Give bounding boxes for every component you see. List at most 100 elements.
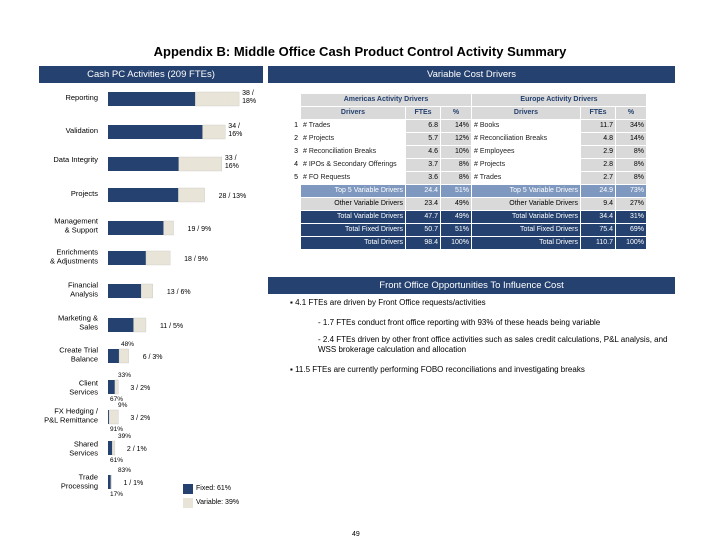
driver-cell-am-ftes: 4.6 — [405, 145, 441, 159]
category-label-line: Analysis — [70, 290, 98, 299]
bar-fixed — [108, 157, 179, 171]
category-label-line: Sales — [79, 323, 98, 332]
summary-cell-am-pct: 51% — [440, 184, 472, 198]
summary-cell-am-pct: 100% — [440, 236, 472, 250]
pct-label-top: 39% — [118, 433, 131, 440]
bar-fixed — [108, 318, 134, 332]
pct-label: 48% — [121, 341, 134, 348]
driver-cell-n: 4 — [283, 158, 301, 172]
driver-row: 2 # Projects 5.7 12% # Reconciliation Breaks… — [283, 132, 647, 146]
fo-bullet-1-text: 4.1 FTEs are driven by Front Office requ… — [295, 298, 486, 307]
summary-cell-eu: Top 5 Variable Drivers — [471, 184, 581, 198]
category-label-line: Management — [54, 217, 99, 226]
col-drivers-eu: Drivers — [471, 106, 581, 120]
category-label-line: Financial — [68, 281, 98, 290]
category-label-line: Services — [69, 449, 98, 458]
value-label: 2 / 1% — [127, 446, 147, 453]
driver-row: 4 # IPOs & Secondary Offerings 3.7 8% # Proj… — [283, 158, 647, 172]
category-label-line: Enrichments — [56, 248, 98, 257]
driver-cell-eu-pct: 14% — [615, 132, 647, 146]
driver-cell-n: 2 — [283, 132, 301, 146]
value-label: 3 / 2% — [130, 385, 150, 392]
category-label-line: Balance — [71, 355, 98, 364]
legend-fixed-label: Fixed: 61% — [196, 485, 232, 492]
driver-row: 5 # FO Requests 3.6 8% # Trades 2.7 8% — [283, 171, 647, 185]
value-label: 28 / 13% — [219, 193, 247, 200]
driver-cell-am-ftes: 3.6 — [405, 171, 441, 185]
page-number: 49 — [352, 531, 360, 538]
driver-cell-eu: # Reconciliation Breaks — [471, 132, 581, 146]
driver-cell-eu: # Books — [471, 119, 581, 133]
summary-row: Total Variable Drivers 47.7 49% Total Varia… — [283, 210, 647, 224]
pct-label-top: 33% — [118, 372, 131, 379]
summary-spacer — [283, 223, 301, 237]
value-label-line: 18% — [242, 98, 256, 105]
category-label-line: Shared — [74, 440, 98, 449]
col-pct-am: % — [440, 106, 472, 120]
driver-cell-am-pct: 14% — [440, 119, 472, 133]
summary-cell-eu-pct: 27% — [615, 197, 647, 211]
driver-cell-eu: # Projects — [471, 158, 581, 172]
bar-variable — [140, 283, 153, 299]
category-label: FX Hedging / P&L Remittance — [44, 407, 99, 425]
category-label-line: Create Trial — [59, 346, 98, 355]
bar-variable — [111, 440, 116, 456]
summary-cell-eu: Other Variable Drivers — [471, 197, 581, 211]
value-label: 19 / 9% — [188, 226, 212, 233]
summary-cell-am-ftes: 98.4 — [405, 236, 441, 250]
category-label: Trade Processing — [61, 473, 98, 491]
pct-label-bottom: 61% — [110, 457, 123, 464]
bar-fixed — [108, 92, 196, 106]
legend-fixed-swatch — [183, 484, 193, 494]
legend-variable-swatch — [183, 498, 193, 508]
driver-cell-am: # Projects — [300, 132, 406, 146]
value-label: 33 /16% — [225, 155, 239, 170]
category-label-line: Marketing & — [58, 314, 98, 323]
category-label: Data Integrity — [53, 155, 98, 164]
value-label-line: 16% — [225, 163, 239, 170]
europe-title: Europe Activity Drivers — [471, 93, 647, 107]
value-label-line: 38 / — [242, 90, 254, 97]
bar-fixed — [108, 188, 179, 202]
summary-spacer — [283, 197, 301, 211]
fo-sub-bullet-1-text: 1.7 FTEs conduct front office reporting … — [322, 318, 601, 327]
left-panel-header: Cash PC Activities (209 FTEs) — [39, 66, 263, 83]
fo-sub-bullet-2: - 2.4 FTEs driven by other front office … — [318, 335, 668, 354]
col-pct-eu: % — [615, 106, 647, 120]
summary-cell-am-pct: 49% — [440, 197, 472, 211]
summary-row: Other Variable Drivers 23.4 49% Other Varia… — [283, 197, 647, 211]
summary-cell-eu: Total Fixed Drivers — [471, 223, 581, 237]
category-label: Client Services — [69, 379, 99, 397]
driver-cell-am-pct: 10% — [440, 145, 472, 159]
value-label: 13 / 6% — [167, 289, 191, 296]
category-label-line: Services — [69, 388, 98, 397]
summary-cell-am: Total Variable Drivers — [300, 210, 406, 224]
category-label-line: & Support — [65, 226, 99, 235]
driver-cell-eu-pct: 8% — [615, 171, 647, 185]
col-ftes-eu: FTEs — [580, 106, 616, 120]
value-label: 38 /18% — [242, 90, 256, 105]
bar-fixed — [108, 349, 120, 363]
bar-fixed — [108, 441, 113, 455]
fo-bullet-1: ▪ 4.1 FTEs are driven by Front Office re… — [290, 298, 486, 307]
summary-cell-eu-pct: 100% — [615, 236, 647, 250]
summary-row: Total Drivers 98.4 100% Total Drivers 110.7 1… — [283, 236, 647, 250]
bar-fixed — [108, 284, 142, 298]
category-label: Reporting — [65, 93, 98, 102]
value-label: 6 / 3% — [143, 354, 163, 361]
fo-bullet-2: ▪ 11.5 FTEs are currently performing FOB… — [290, 365, 585, 374]
summary-row: Top 5 Variable Drivers 24.4 51% Top 5 Varia… — [283, 184, 647, 198]
bar-variable — [133, 317, 147, 333]
bar-variable — [202, 124, 226, 140]
americas-title: Americas Activity Drivers — [300, 93, 472, 107]
value-label-line: 34 / — [228, 123, 240, 130]
category-label-line: Validation — [66, 126, 98, 135]
drivers-table: Americas Activity Drivers Europe Activit… — [283, 93, 647, 250]
bar-variable — [195, 91, 240, 107]
driver-cell-am-ftes: 3.7 — [405, 158, 441, 172]
value-label: 18 / 9% — [184, 256, 208, 263]
summary-cell-eu-ftes: 110.7 — [580, 236, 616, 250]
category-label: Create Trial Balance — [59, 346, 98, 364]
category-label: Shared Services — [69, 440, 98, 458]
value-label: 1 / 1% — [123, 480, 143, 487]
